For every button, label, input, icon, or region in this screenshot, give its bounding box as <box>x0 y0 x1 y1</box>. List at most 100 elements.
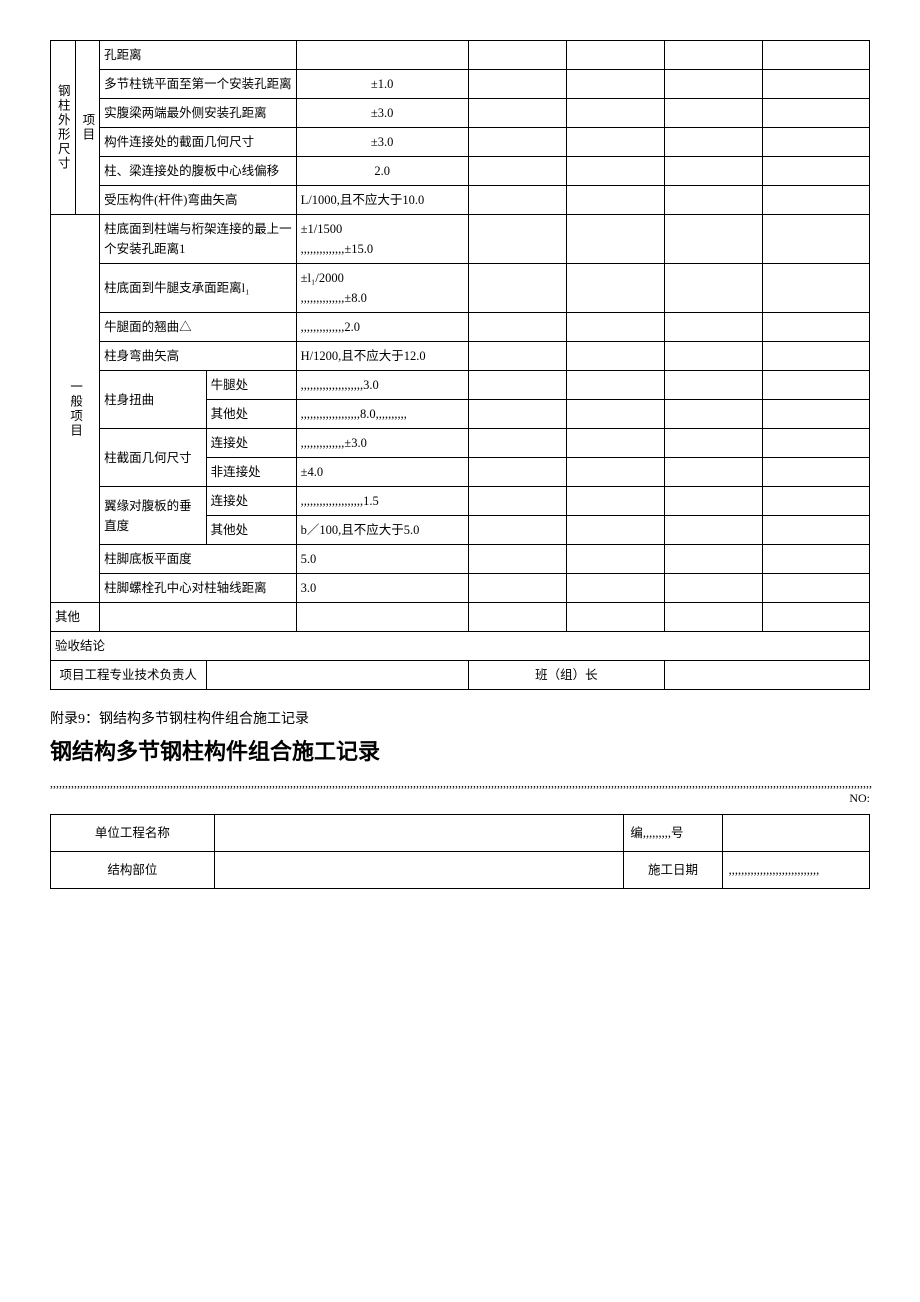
record-header-table: 单位工程名称 编,,,,,,,,,号 结构部位 施工日期 ,,,,,,,,,,,… <box>50 814 870 889</box>
cell: 牛腿处 <box>206 371 296 400</box>
cell <box>566 400 664 429</box>
cell <box>100 603 297 632</box>
cell <box>763 41 870 70</box>
vheader-shape: 钢柱外形尺寸 <box>51 41 76 215</box>
cell <box>468 574 566 603</box>
cell <box>468 516 566 545</box>
cell: 柱、梁连接处的腹板中心线偏移 <box>100 157 297 186</box>
cell <box>214 815 624 852</box>
cell: 柱脚螺栓孔中心对柱轴线距离 <box>100 574 297 603</box>
cell <box>468 70 566 99</box>
cell <box>468 603 566 632</box>
cell: L/1000,且不应大于10.0 <box>296 186 468 215</box>
cell <box>566 215 664 264</box>
cell-other: 其他 <box>51 603 100 632</box>
cell <box>566 128 664 157</box>
cell: 3.0 <box>296 574 468 603</box>
cell <box>665 41 763 70</box>
cell: 受压构件(杆件)弯曲矢高 <box>100 186 297 215</box>
cell <box>763 429 870 458</box>
cell <box>468 342 566 371</box>
cell <box>665 516 763 545</box>
cell: 柱截面几何尺寸 <box>100 429 206 487</box>
sig-tech-lead-value <box>206 661 468 690</box>
cell <box>665 545 763 574</box>
cell <box>468 371 566 400</box>
cell <box>214 852 624 889</box>
cell: 2.0 <box>296 157 468 186</box>
cell: ,,,,,,,,,,,,,,2.0 <box>296 313 468 342</box>
cell: 5.0 <box>296 545 468 574</box>
cell <box>763 603 870 632</box>
cell: 单位工程名称 <box>51 815 215 852</box>
appendix-label: 附录9：钢结构多节钢柱构件组合施工记录 <box>50 708 870 728</box>
cell: 其他处 <box>206 400 296 429</box>
sig-team-lead-label: 班（组）长 <box>468 661 665 690</box>
cell: 其他处 <box>206 516 296 545</box>
cell <box>566 313 664 342</box>
cell: ±1.0 <box>296 70 468 99</box>
inspection-table: 钢柱外形尺寸 项目 孔距离 多节柱铣平面至第一个安装孔距离 ±1.0 实腹梁两端… <box>50 40 870 690</box>
cell: b／100,且不应大于5.0 <box>296 516 468 545</box>
vheader-general: 一般项目 <box>51 215 100 603</box>
cell <box>468 545 566 574</box>
cell: 非连接处 <box>206 458 296 487</box>
cell: ,,,,,,,,,,,,,,,,,,,8.0,,,,,,,,,, <box>296 400 468 429</box>
cell <box>665 157 763 186</box>
cell <box>566 429 664 458</box>
cell <box>566 41 664 70</box>
cell <box>468 128 566 157</box>
cell-conclusion: 验收结论 <box>51 632 870 661</box>
cell <box>566 545 664 574</box>
cell: ±1/1500 ,,,,,,,,,,,,,,±15.0 <box>296 215 468 264</box>
cell: 构件连接处的截面几何尺寸 <box>100 128 297 157</box>
cell <box>665 342 763 371</box>
cell <box>763 487 870 516</box>
cell <box>763 545 870 574</box>
cell <box>665 487 763 516</box>
cell: ,,,,,,,,,,,,,,,,,,,,1.5 <box>296 487 468 516</box>
cell <box>566 342 664 371</box>
cell <box>468 186 566 215</box>
cell: 编,,,,,,,,,号 <box>624 815 722 852</box>
cell: 柱底面到牛腿支承面距离l₁ <box>100 264 297 313</box>
cell: 柱脚底板平面度 <box>100 545 297 574</box>
cell <box>566 458 664 487</box>
cell <box>468 313 566 342</box>
cell: ,,,,,,,,,,,,,,,,,,,,,,,,,,,,, <box>722 852 869 889</box>
cell <box>296 603 468 632</box>
cell <box>468 458 566 487</box>
cell <box>296 41 468 70</box>
cell <box>763 342 870 371</box>
cell: 牛腿面的翘曲△ <box>100 313 297 342</box>
cell <box>763 313 870 342</box>
cell: 翼缘对腹板的垂直度 <box>100 487 206 545</box>
cell <box>763 458 870 487</box>
cell: 结构部位 <box>51 852 215 889</box>
cell <box>665 400 763 429</box>
section-title: 钢结构多节钢柱构件组合施工记录 <box>50 734 870 766</box>
cell <box>468 429 566 458</box>
cell: ±3.0 <box>296 128 468 157</box>
cell <box>763 574 870 603</box>
cell <box>566 487 664 516</box>
cell <box>722 815 869 852</box>
cell <box>665 429 763 458</box>
cell <box>763 264 870 313</box>
cell <box>566 264 664 313</box>
cell <box>665 574 763 603</box>
cell: ±4.0 <box>296 458 468 487</box>
cell: 连接处 <box>206 487 296 516</box>
cell <box>763 157 870 186</box>
cell <box>665 313 763 342</box>
cell: ,,,,,,,,,,,,,,,,,,,,3.0 <box>296 371 468 400</box>
cell <box>665 70 763 99</box>
cell <box>566 516 664 545</box>
cell <box>566 157 664 186</box>
cell <box>763 70 870 99</box>
cell: ±l₁/2000 ,,,,,,,,,,,,,,±8.0 <box>296 264 468 313</box>
cell <box>566 603 664 632</box>
cell <box>763 128 870 157</box>
cell <box>566 99 664 128</box>
cell: 实腹梁两端最外侧安装孔距离 <box>100 99 297 128</box>
